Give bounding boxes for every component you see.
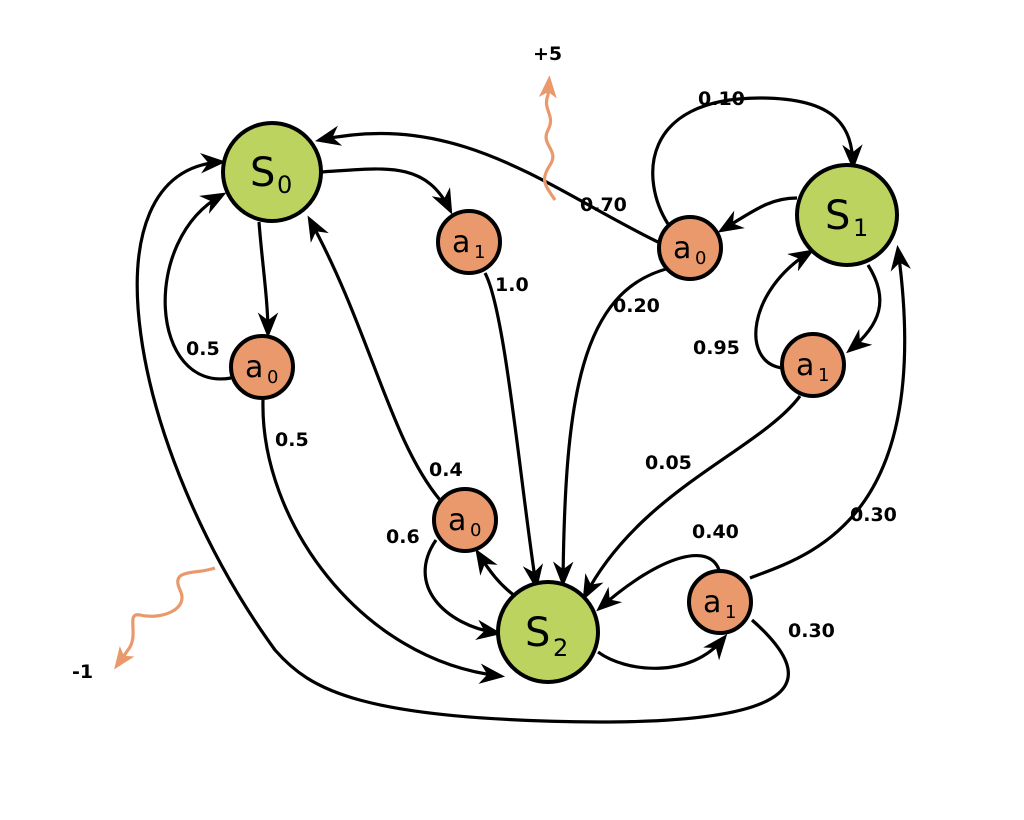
svg-text:a: a xyxy=(796,348,814,383)
svg-text:S: S xyxy=(525,610,550,656)
svg-text:a: a xyxy=(703,585,721,620)
svg-text:a: a xyxy=(673,231,691,266)
reward-label-minus1: -1 xyxy=(72,661,93,683)
action-node-S2a0: a 0 xyxy=(432,487,498,553)
prob-label: 0.5 xyxy=(186,338,220,360)
action-node-S1a0: a 0 xyxy=(657,215,723,281)
reward-squiggle-minus1 xyxy=(114,566,216,670)
svg-text:0: 0 xyxy=(470,520,481,541)
prob-label: 1.0 xyxy=(495,274,529,296)
edge-S1a0-to-S0 xyxy=(314,125,661,245)
prob-label: 0.70 xyxy=(580,194,627,216)
svg-text:0: 0 xyxy=(277,171,292,199)
svg-text:1: 1 xyxy=(474,242,485,263)
edge-S1a0-to-S1 xyxy=(651,96,863,225)
svg-text:1: 1 xyxy=(853,214,868,242)
action-node-S0a1: a 1 xyxy=(436,209,502,275)
prob-label: 0.30 xyxy=(788,620,835,642)
svg-text:0: 0 xyxy=(695,248,706,269)
svg-text:a: a xyxy=(245,350,263,385)
prob-label: 0.95 xyxy=(693,337,740,359)
edge-S2-to-S2a0 xyxy=(475,548,516,598)
state-node-S2: S 2 xyxy=(496,580,600,684)
edge-S0-to-S0a0 xyxy=(257,221,279,339)
edge-S1-to-S1a1 xyxy=(846,264,882,354)
edge-S1a0-to-S2 xyxy=(552,266,671,588)
prob-label: 0.5 xyxy=(275,429,309,451)
edge-S2a1-to-S1 xyxy=(749,244,911,580)
action-node-S2a1: a 1 xyxy=(687,569,753,635)
prob-label: 0.20 xyxy=(613,295,660,317)
reward-squiggle-plus5 xyxy=(538,75,557,201)
edge-S2a1-to-S2 xyxy=(596,554,722,612)
svg-text:0: 0 xyxy=(267,367,278,388)
edge-S0a0-to-S0 xyxy=(163,192,232,381)
svg-text:2: 2 xyxy=(553,634,568,662)
prob-label: 0.4 xyxy=(429,459,463,481)
edge-S1-to-S1a0 xyxy=(717,196,798,233)
reward-label-plus5: +5 xyxy=(533,43,562,65)
prob-label: 0.40 xyxy=(692,521,739,543)
svg-text:1: 1 xyxy=(725,602,736,623)
edge-S0-to-S0a1 xyxy=(319,167,453,215)
edge-S2-to-S2a1 xyxy=(597,634,728,670)
edge-S0a1-to-S2 xyxy=(483,272,544,591)
edge-S1a1-to-S2 xyxy=(582,395,802,601)
edge-S2a0-to-S0 xyxy=(307,215,442,502)
svg-text:a: a xyxy=(448,503,466,538)
edge-S2a1-to-S0 xyxy=(135,152,790,724)
svg-text:a: a xyxy=(452,225,470,260)
edge-S2a0-to-S2 xyxy=(423,539,503,640)
prob-label: 0.10 xyxy=(698,88,745,110)
prob-label: 0.6 xyxy=(386,526,420,548)
prob-label: 0.30 xyxy=(850,504,897,526)
svg-text:1: 1 xyxy=(818,365,829,386)
action-node-S0a0: a 0 xyxy=(229,334,295,400)
svg-text:S: S xyxy=(250,150,275,196)
state-node-S0: S 0 xyxy=(221,121,323,223)
edge-S1a1-to-S1 xyxy=(754,249,815,370)
svg-text:S: S xyxy=(825,193,850,239)
action-node-S1a1: a 1 xyxy=(780,332,846,398)
state-node-S1: S 1 xyxy=(795,163,899,267)
edge-S0a0-to-S2 xyxy=(261,399,506,684)
prob-label: 0.05 xyxy=(645,452,692,474)
